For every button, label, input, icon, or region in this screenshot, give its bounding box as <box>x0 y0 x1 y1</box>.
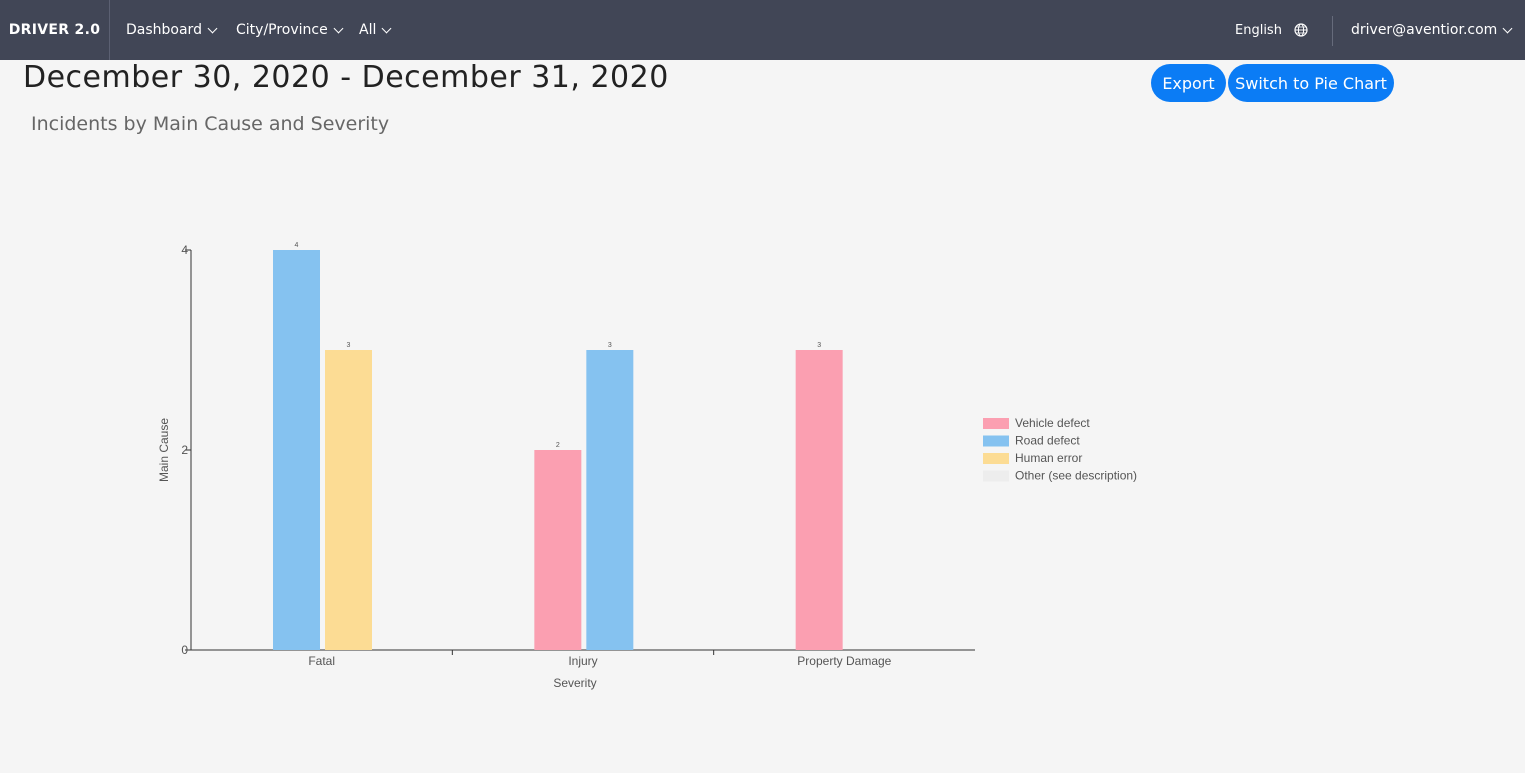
bar <box>586 350 634 650</box>
nav-dashboard[interactable]: Dashboard <box>126 0 218 60</box>
legend-label: Human error <box>1015 451 1082 465</box>
bar-value-label: 4 <box>295 242 299 249</box>
bar <box>795 350 843 650</box>
bar <box>325 350 372 650</box>
y-tick-label: 4 <box>181 243 188 257</box>
user-email: driver@aventior.com <box>1351 22 1498 38</box>
y-tick-label: 0 <box>181 643 188 657</box>
legend-label: Other (see description) <box>1015 469 1137 483</box>
legend-swatch <box>983 435 1009 447</box>
date-range-title: December 30, 2020 - December 31, 2020 <box>23 60 669 95</box>
globe-icon[interactable] <box>1294 23 1308 37</box>
x-tick-label: Fatal <box>308 654 335 668</box>
nav-city-province[interactable]: City/Province <box>236 0 344 60</box>
y-tick-label: 2 <box>181 443 188 457</box>
x-tick-label: Property Damage <box>797 654 891 668</box>
switch-to-pie-chart-button[interactable]: Switch to Pie Chart <box>1228 64 1394 102</box>
chart-subtitle: Incidents by Main Cause and Severity <box>31 113 390 135</box>
nav-dashboard-label: Dashboard <box>126 22 202 38</box>
language-label: English <box>1235 22 1282 38</box>
legend-swatch <box>983 470 1009 482</box>
x-axis-title: Severity <box>553 676 596 690</box>
bar <box>534 450 582 650</box>
bar-value-label: 2 <box>556 442 560 449</box>
navbar-divider <box>1332 16 1333 46</box>
bar-value-label: 3 <box>347 342 351 349</box>
legend-label: Road defect <box>1015 434 1080 448</box>
bar <box>273 250 320 650</box>
legend-label: Vehicle defect <box>1015 416 1090 430</box>
nav-all[interactable]: All <box>359 0 392 60</box>
language-selector[interactable]: English <box>1235 0 1282 60</box>
navbar: DRIVER 2.0 Dashboard City/Province All E… <box>0 0 1525 60</box>
legend-swatch <box>983 418 1009 429</box>
nav-all-label: All <box>359 22 377 38</box>
y-axis-title: Main Cause <box>157 418 171 482</box>
bar-value-label: 3 <box>608 342 612 349</box>
x-tick-label: Injury <box>568 654 597 668</box>
legend-swatch <box>983 453 1009 464</box>
user-menu[interactable]: driver@aventior.com <box>1351 0 1513 60</box>
export-button[interactable]: Export <box>1151 64 1226 102</box>
brand-logo[interactable]: DRIVER 2.0 <box>0 0 110 60</box>
nav-city-province-label: City/Province <box>236 22 328 38</box>
bar-value-label: 3 <box>817 342 821 349</box>
